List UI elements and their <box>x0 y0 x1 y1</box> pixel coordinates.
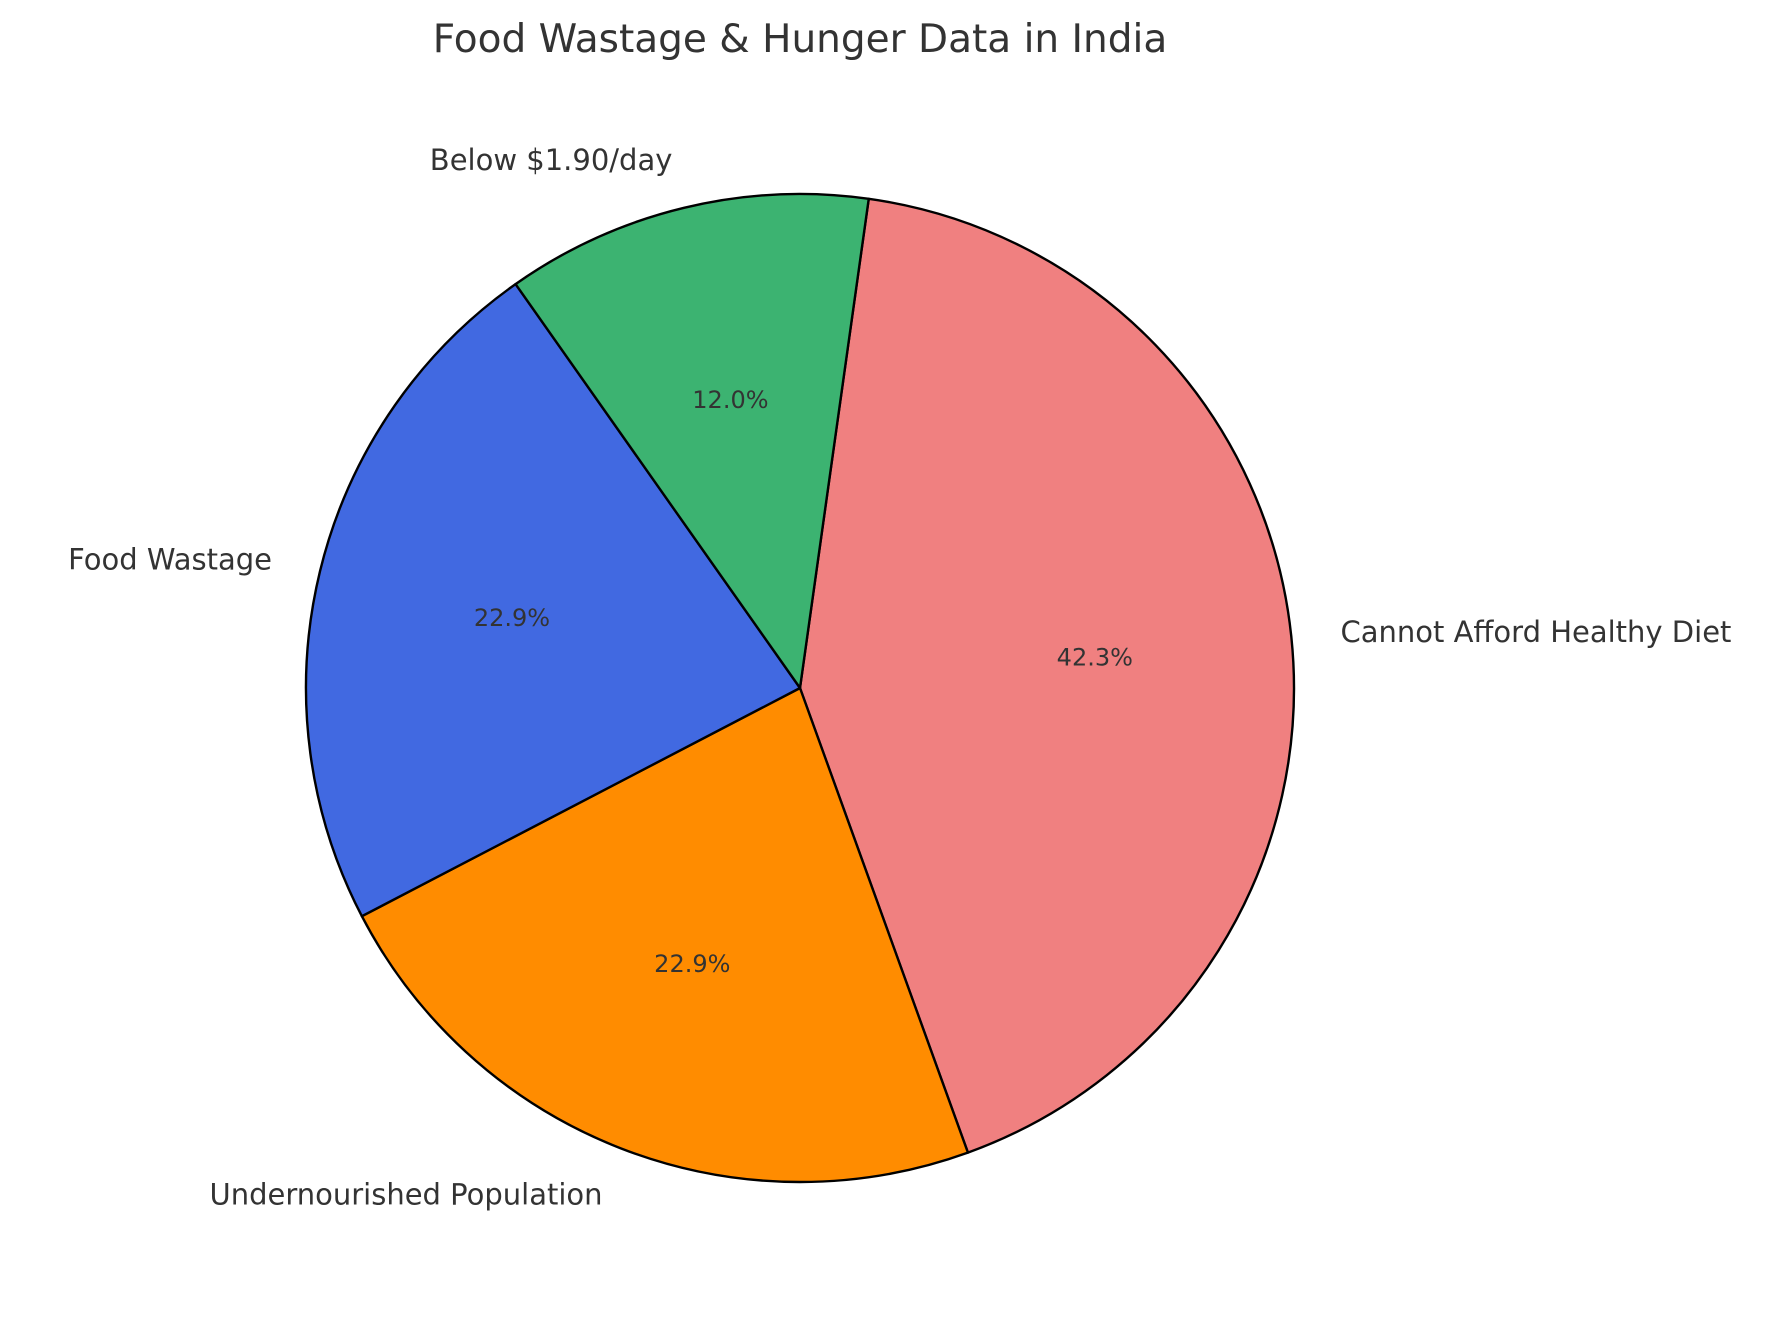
pie-slice-cannot-afford-healthy-diet <box>798 197 1296 1154</box>
percent-label-cannot-afford-healthy-diet: 42.3% <box>1057 643 1133 671</box>
slice-label-undernourished-population: Undernourished Population <box>209 1177 602 1211</box>
chart-title: Food Wastage & Hunger Data in India <box>433 17 1167 62</box>
slice-label-food-wastage: Food Wastage <box>68 543 272 577</box>
pie-slice-below-1-90-day <box>514 192 870 690</box>
slice-label-below-1-90-day: Below $1.90/day <box>430 143 673 177</box>
pie-slice-food-wastage <box>304 282 802 918</box>
labels-layer: Cannot Afford Healthy Diet 42.3% Undernour… <box>68 143 1731 1211</box>
pie-slice-undernourished-population <box>360 686 970 1184</box>
percent-label-undernourished-population: 22.9% <box>654 950 730 978</box>
percent-label-below-1-90-day: 12.0% <box>692 386 768 414</box>
percent-label-food-wastage: 22.9% <box>474 604 550 632</box>
slice-label-cannot-afford-healthy-diet: Cannot Afford Healthy Diet <box>1340 615 1731 649</box>
slices-layer <box>304 192 1296 1184</box>
